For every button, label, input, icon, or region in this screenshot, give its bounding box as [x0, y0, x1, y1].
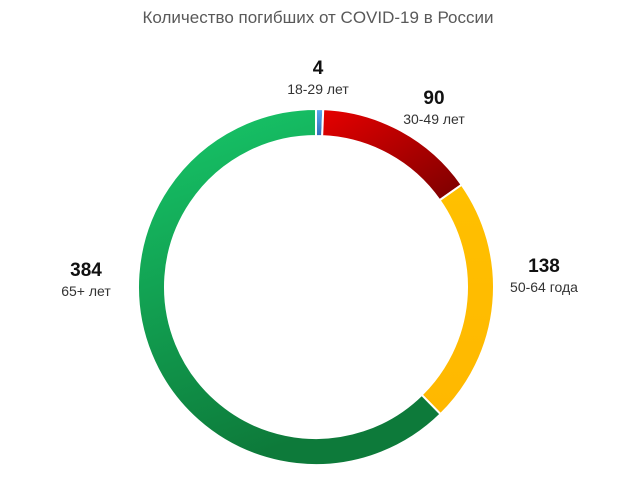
slice-value: 90 [423, 88, 445, 109]
donut-slice-3 [420, 183, 495, 416]
slice-label-3: 138 50-64 года [484, 256, 604, 296]
slice-label-1: 4 18-29 лет [258, 58, 378, 98]
slice-category: 65+ лет [61, 283, 111, 299]
slice-category: 18-29 лет [287, 81, 349, 97]
chart-title: Количество погибших от COVID-19 в России [142, 8, 494, 27]
slice-label-2: 90 30-49 лет [374, 88, 494, 128]
slice-value: 138 [528, 256, 560, 277]
slice-category: 30-49 лет [403, 111, 465, 127]
slice-value: 384 [70, 260, 102, 281]
slice-category: 50-64 года [510, 279, 578, 295]
slice-value: 4 [312, 58, 324, 79]
slice-label-4: 384 65+ лет [26, 260, 146, 300]
donut-slice-4 [137, 107, 442, 466]
